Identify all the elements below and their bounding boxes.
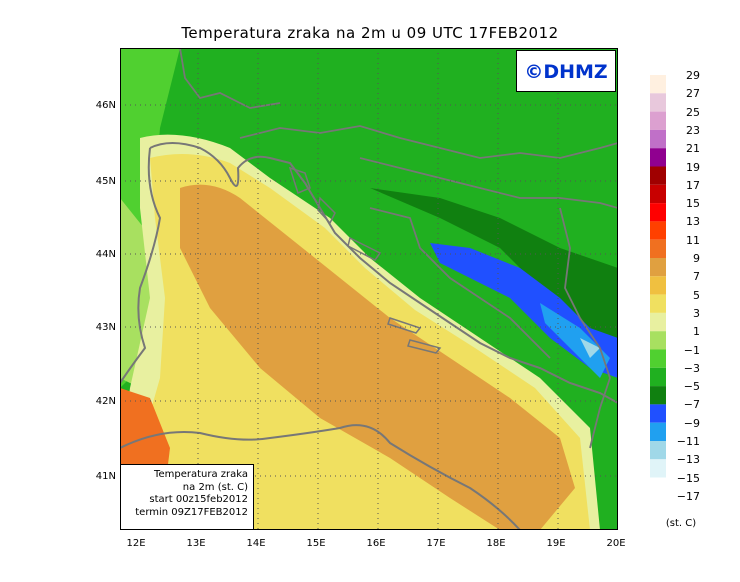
border-serbia — [559, 207, 611, 449]
very-cold-area — [540, 303, 610, 378]
lon-label-18e: 18E — [486, 538, 506, 549]
legend-label: −9 — [683, 416, 700, 430]
lon-label-17e: 17E — [426, 538, 446, 549]
legend-label: −1 — [683, 343, 700, 357]
info-line-3: start 00z15feb2012 — [149, 494, 248, 505]
legend-swatch — [650, 312, 666, 332]
legend-swatch — [650, 148, 666, 167]
legend-label: −13 — [676, 453, 700, 467]
temperature-map — [120, 48, 618, 530]
legend-label: 25 — [686, 105, 700, 119]
lon-label-19e: 19E — [546, 538, 566, 549]
legend-swatch — [650, 441, 666, 460]
lon-label-12e: 12E — [126, 538, 146, 549]
lat-label-45n: 45N — [95, 176, 116, 187]
legend-swatch — [650, 93, 666, 112]
legend-swatch — [650, 203, 666, 222]
legend-swatch — [650, 258, 666, 277]
legend-swatch — [650, 331, 666, 350]
border-alps — [179, 48, 281, 109]
legend-swatch — [650, 111, 666, 130]
legend-label: 9 — [693, 252, 700, 265]
legend-label: 3 — [693, 306, 700, 320]
legend-colorbar — [650, 75, 666, 495]
dhmz-logo: ©DHMZ — [516, 50, 616, 92]
legend-swatch — [650, 239, 666, 258]
legend-swatch — [650, 276, 666, 295]
legend-swatch — [650, 386, 666, 405]
lat-label-42n: 42N — [95, 396, 116, 407]
lon-label-13e: 13E — [186, 538, 206, 549]
border-sava — [359, 157, 618, 209]
legend-swatch — [650, 166, 666, 185]
islands — [288, 166, 442, 354]
sea-core — [180, 184, 575, 530]
legend-swatch — [650, 221, 666, 240]
legend-label: 23 — [686, 123, 700, 137]
legend-swatch — [650, 367, 666, 387]
legend-label: −11 — [676, 435, 700, 448]
legend-swatch — [650, 129, 666, 149]
info-line-2: na 2m (st. C) — [182, 481, 248, 493]
border-bosnia — [369, 207, 551, 359]
legend-label: 21 — [686, 142, 700, 156]
lat-label-44n: 44N — [95, 249, 116, 260]
legend-unit: (st. C) — [665, 518, 697, 529]
coastline-west — [120, 147, 162, 384]
legend-label: 27 — [686, 87, 700, 101]
legend-label: −17 — [676, 489, 700, 503]
map-frame — [120, 48, 618, 530]
legend-label: 13 — [686, 215, 700, 229]
legend-swatch — [650, 404, 666, 423]
info-line-1: Temperatura zraka — [154, 469, 248, 480]
legend-label: 29 — [686, 69, 700, 82]
grid — [120, 48, 618, 530]
legend-swatch — [650, 422, 666, 441]
lon-label-15e: 15E — [306, 538, 326, 549]
legend-swatch — [650, 184, 666, 204]
legend-label: 7 — [693, 270, 700, 284]
legend-label: 17 — [686, 178, 700, 192]
lon-label-16e: 16E — [366, 538, 386, 549]
lon-label-14e: 14E — [246, 538, 266, 549]
legend-label: −15 — [676, 471, 700, 485]
info-line-4: termin 09Z17FEB2012 — [135, 506, 248, 518]
legend-swatch — [650, 75, 666, 94]
legend-label: 1 — [693, 325, 700, 339]
lon-label-20e: 20E — [606, 538, 626, 549]
coastline-south — [120, 424, 521, 530]
coldest-area — [580, 338, 600, 358]
legend-label: −7 — [683, 398, 700, 412]
legend-swatch — [650, 349, 666, 368]
coastline-east — [149, 142, 618, 404]
lat-label-46n: 46N — [95, 100, 116, 111]
legend-swatch — [650, 294, 666, 313]
border-north — [239, 125, 618, 159]
map-title: Temperatura zraka na 2m u 09 UTC 17FEB20… — [181, 24, 559, 42]
legend-label: −5 — [683, 380, 700, 394]
legend-label: 5 — [693, 288, 700, 302]
lat-label-41n: 41N — [95, 471, 116, 482]
legend-swatch — [650, 477, 666, 495]
legend-label: 19 — [686, 160, 700, 174]
legend-label: 11 — [686, 233, 700, 247]
legend-swatch — [650, 459, 666, 478]
legend-label: 15 — [686, 197, 700, 211]
lat-label-43n: 43N — [95, 322, 116, 333]
info-box: Temperatura zraka na 2m (st. C) start 00… — [120, 464, 254, 530]
legend-label: −3 — [683, 361, 700, 375]
